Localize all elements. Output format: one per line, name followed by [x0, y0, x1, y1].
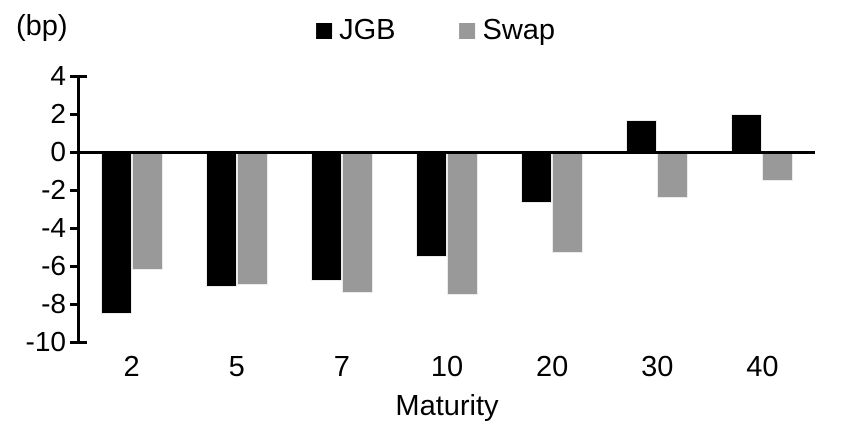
bar-jgb-20 [521, 152, 553, 204]
x-tick-label-20: 20 [536, 351, 569, 383]
y-tick-mark-0 [70, 150, 79, 154]
bar-swap-30 [657, 152, 689, 198]
x-tick-label-5: 5 [228, 351, 245, 383]
y-tick-mark-2 [70, 112, 79, 116]
bar-swap-7 [341, 152, 373, 293]
y-tick-label--6: -6 [41, 250, 66, 281]
x-tick-label-2: 2 [123, 351, 140, 383]
legend-item-swap: Swap [459, 16, 555, 45]
legend: JGB Swap [316, 16, 555, 45]
bar-jgb-40 [731, 114, 763, 152]
bar-jgb-10 [416, 152, 447, 257]
x-tick-label-30: 30 [641, 351, 674, 383]
x-tick-label-40: 40 [746, 351, 779, 383]
legend-item-jgb: JGB [316, 16, 395, 45]
y-tick-mark--10 [70, 340, 79, 344]
y-tick-label--10: -10 [25, 326, 66, 357]
bar-jgb-2 [100, 152, 132, 314]
y-tick-label--2: -2 [41, 174, 66, 205]
bar-jgb-30 [626, 119, 658, 152]
legend-swatch-swap [459, 22, 476, 39]
x-tick-label-10: 10 [430, 351, 464, 383]
y-axis-unit-label: (bp) [16, 10, 68, 42]
bar-swap-10 [447, 152, 478, 295]
x-tick-label-7: 7 [333, 351, 350, 383]
y-tick-label-0: 0 [50, 136, 66, 167]
bar-swap-40 [762, 152, 794, 181]
y-axis-cap-4 [79, 74, 87, 78]
y-tick-mark--2 [70, 188, 79, 192]
bar-jgb-5 [205, 152, 237, 287]
legend-label-swap: Swap [482, 14, 556, 46]
y-axis-line [77, 74, 80, 344]
y-tick-mark--4 [70, 226, 79, 230]
y-tick-label-2: 2 [50, 98, 66, 129]
zero-baseline [79, 150, 815, 154]
y-tick-mark--6 [70, 264, 79, 268]
y-axis-cap--10 [79, 340, 87, 344]
y-tick-label--4: -4 [41, 212, 66, 243]
y-tick-label-4: 4 [50, 60, 66, 91]
y-tick-mark-4 [70, 74, 79, 78]
legend-swatch-jgb [316, 22, 333, 39]
x-axis-title: Maturity [395, 390, 499, 422]
bar-swap-20 [552, 152, 584, 253]
y-tick-mark--8 [70, 302, 79, 306]
bar-swap-5 [236, 152, 268, 285]
bar-jgb-7 [310, 152, 342, 282]
y-tick-label--8: -8 [41, 288, 66, 319]
bar-swap-2 [131, 152, 163, 270]
legend-label-jgb: JGB [339, 14, 396, 46]
